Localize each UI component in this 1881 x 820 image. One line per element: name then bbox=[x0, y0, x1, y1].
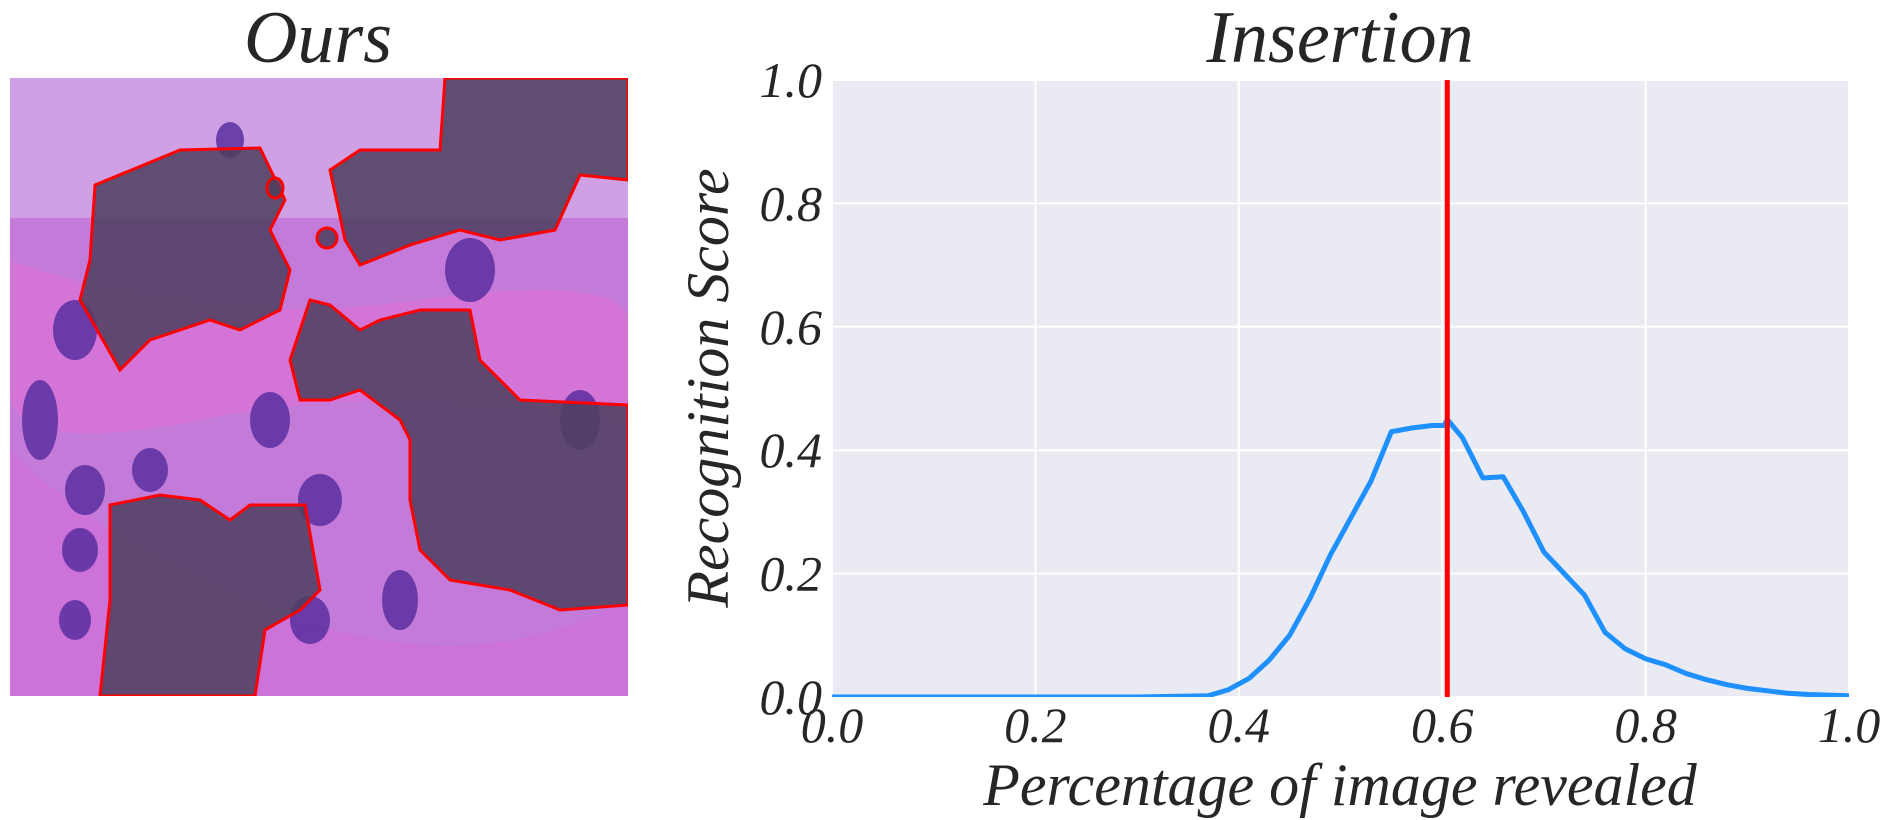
highlighted-regions bbox=[78, 78, 628, 696]
y-tick-label: 1.0 bbox=[760, 52, 823, 108]
histology-image bbox=[10, 78, 628, 696]
y-tick-labels: 0.0 0.2 0.4 0.6 0.8 1.0 bbox=[760, 52, 823, 725]
x-tick-label: 0.0 bbox=[801, 697, 864, 753]
y-tick-label: 0.0 bbox=[760, 669, 823, 725]
y-tick-label: 0.6 bbox=[760, 299, 823, 355]
plot-marks bbox=[832, 80, 1849, 697]
x-tick-label: 0.2 bbox=[1004, 697, 1067, 753]
y-tick-label: 0.8 bbox=[760, 175, 823, 231]
plot-area bbox=[832, 80, 1849, 697]
x-tick-label: 0.6 bbox=[1411, 697, 1474, 753]
x-tick-label: 0.8 bbox=[1614, 697, 1677, 753]
gridlines bbox=[831, 79, 1850, 698]
y-tick-label: 0.4 bbox=[760, 422, 823, 478]
x-tick-labels: 0.0 0.2 0.4 0.6 0.8 1.0 bbox=[801, 697, 1881, 753]
x-tick-label: 0.4 bbox=[1208, 697, 1271, 753]
x-axis-label: Percentage of image revealed bbox=[982, 752, 1698, 818]
left-panel-title: Ours bbox=[244, 0, 392, 79]
y-axis-label: Recognition Score bbox=[675, 168, 741, 608]
x-tick-label: 1.0 bbox=[1818, 697, 1881, 753]
chart-title: Insertion bbox=[1205, 0, 1473, 79]
insertion-curve bbox=[832, 416, 1849, 697]
y-tick-label: 0.2 bbox=[760, 546, 823, 602]
